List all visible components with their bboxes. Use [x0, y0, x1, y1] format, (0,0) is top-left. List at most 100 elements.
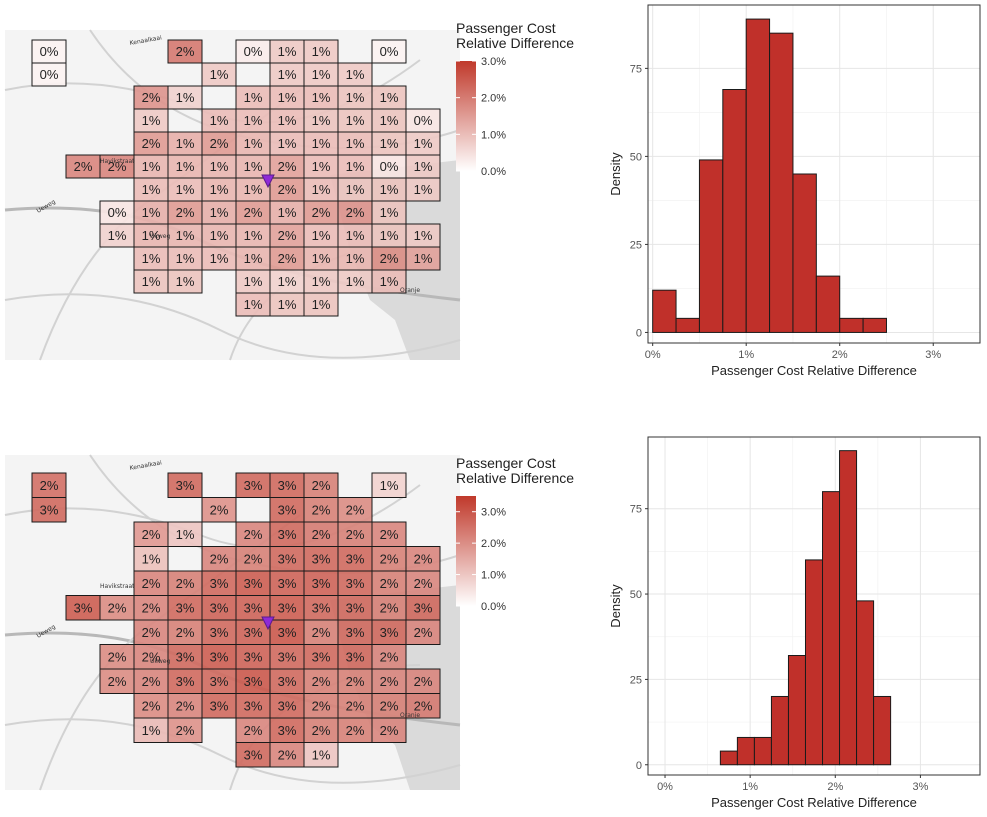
cell-label: 1% — [346, 251, 365, 266]
heatmap-cell — [201, 62, 237, 87]
histogram-bar — [787, 655, 806, 766]
cell-label: 1% — [278, 90, 297, 105]
heatmap-cell — [371, 521, 407, 547]
street-label: Oranje — [400, 712, 420, 719]
cell-label: 1% — [176, 274, 195, 289]
heatmap-cell — [371, 717, 407, 743]
cell-label: 2% — [210, 551, 229, 566]
cell-label: 2% — [142, 674, 161, 689]
histogram-bar — [873, 695, 892, 766]
y-tick-label: 0 — [636, 327, 642, 339]
cell-label: 2% — [380, 551, 399, 566]
cell-label: 3% — [380, 625, 399, 640]
cell-label: 1% — [176, 90, 195, 105]
cell-label: 3% — [278, 723, 297, 738]
cell-label: 1% — [312, 113, 331, 128]
cell-label: 1% — [346, 228, 365, 243]
cell-label: 1% — [244, 159, 263, 174]
cell-label: 2% — [176, 44, 195, 59]
cell-label: 1% — [210, 251, 229, 266]
heatmap-cell — [269, 521, 305, 547]
cell-label: 1% — [312, 251, 331, 266]
heatmap-cell — [167, 472, 203, 498]
cell-label: 1% — [312, 274, 331, 289]
heatmap-cell — [371, 619, 407, 645]
cell-label: 2% — [346, 502, 365, 517]
heatmap-cell — [303, 497, 339, 523]
cell-label: 1% — [142, 274, 161, 289]
cell-label: 1% — [346, 67, 365, 82]
cell-label: 2% — [414, 625, 433, 640]
cell-label: 1% — [210, 67, 229, 82]
heatmap-cell — [133, 668, 169, 694]
heatmap-cell — [303, 742, 339, 768]
cell-label: 3% — [312, 600, 331, 615]
histogram-bar — [804, 559, 824, 766]
cell-label: 3% — [346, 551, 365, 566]
cell-label: 2% — [346, 723, 365, 738]
cell-label: 1% — [414, 136, 433, 151]
street-label: Havikstraat — [100, 583, 135, 590]
cell-label: 2% — [312, 674, 331, 689]
cell-label: 3% — [176, 478, 195, 493]
cell-label: 1% — [380, 113, 399, 128]
cell-label: 1% — [142, 723, 161, 738]
cell-label: 1% — [278, 297, 297, 312]
cell-label: 2% — [278, 182, 297, 197]
cell-label: 1% — [210, 182, 229, 197]
legend-tick-label: 1.0% — [481, 129, 506, 141]
cell-label: 2% — [278, 159, 297, 174]
cell-label: 3% — [278, 600, 297, 615]
heatmap-cell — [405, 246, 441, 271]
cell-label: 2% — [312, 478, 331, 493]
cell-label: 3% — [176, 600, 195, 615]
cell-label: 3% — [210, 600, 229, 615]
cell-label: 1% — [380, 90, 399, 105]
legend-title: Passenger Cost — [456, 20, 556, 36]
cell-label: 3% — [312, 576, 331, 591]
histogram-bar — [839, 317, 864, 333]
heatmap-cell — [303, 693, 339, 719]
heatmap-cell — [303, 595, 339, 621]
cell-label: 2% — [278, 747, 297, 762]
x-tick-label: 0% — [657, 781, 673, 793]
cell-label: 3% — [244, 576, 263, 591]
cell-label: 1% — [312, 159, 331, 174]
cell-label: 1% — [142, 159, 161, 174]
cell-label: 1% — [210, 205, 229, 220]
cell-label: 3% — [278, 551, 297, 566]
street-label: Ukweg — [150, 233, 170, 240]
heatmap-cell — [201, 497, 237, 523]
cell-label: 1% — [244, 274, 263, 289]
heatmap-cell — [337, 521, 373, 547]
heatmap-cell — [269, 570, 305, 596]
cell-label: 3% — [244, 478, 263, 493]
cell-label: 2% — [312, 723, 331, 738]
x-axis-title: Passenger Cost Relative Difference — [711, 363, 917, 378]
cell-label: 2% — [176, 625, 195, 640]
cell-label: 3% — [244, 747, 263, 762]
cell-label: 2% — [312, 625, 331, 640]
cell-label: 2% — [312, 502, 331, 517]
heatmap-cell — [269, 742, 305, 768]
road — [4, 293, 461, 359]
cell-label: 1% — [312, 182, 331, 197]
cell-label: 0% — [380, 159, 399, 174]
heatmap-cell — [371, 472, 407, 498]
cell-label: 1% — [244, 297, 263, 312]
street-label: Oranje — [400, 287, 420, 294]
cell-label: 1% — [312, 297, 331, 312]
cell-label: 2% — [312, 698, 331, 713]
cell-label: 0% — [380, 44, 399, 59]
legend-tick-label: 0.0% — [481, 601, 506, 613]
heatmap-cell — [405, 177, 441, 202]
heatmap-cell — [201, 619, 237, 645]
cell-label: 2% — [312, 527, 331, 542]
heatmap-cell — [167, 717, 203, 743]
heatmap-cell — [269, 693, 305, 719]
cell-label: 2% — [414, 551, 433, 566]
heatmap-cell — [31, 62, 67, 87]
cell-label: 2% — [346, 698, 365, 713]
histogram-panel-top: 0% 1% 2% 3% 0 25 50 75 Passenger Cost Relative D… — [608, 4, 981, 378]
histogram-bar — [675, 317, 700, 333]
